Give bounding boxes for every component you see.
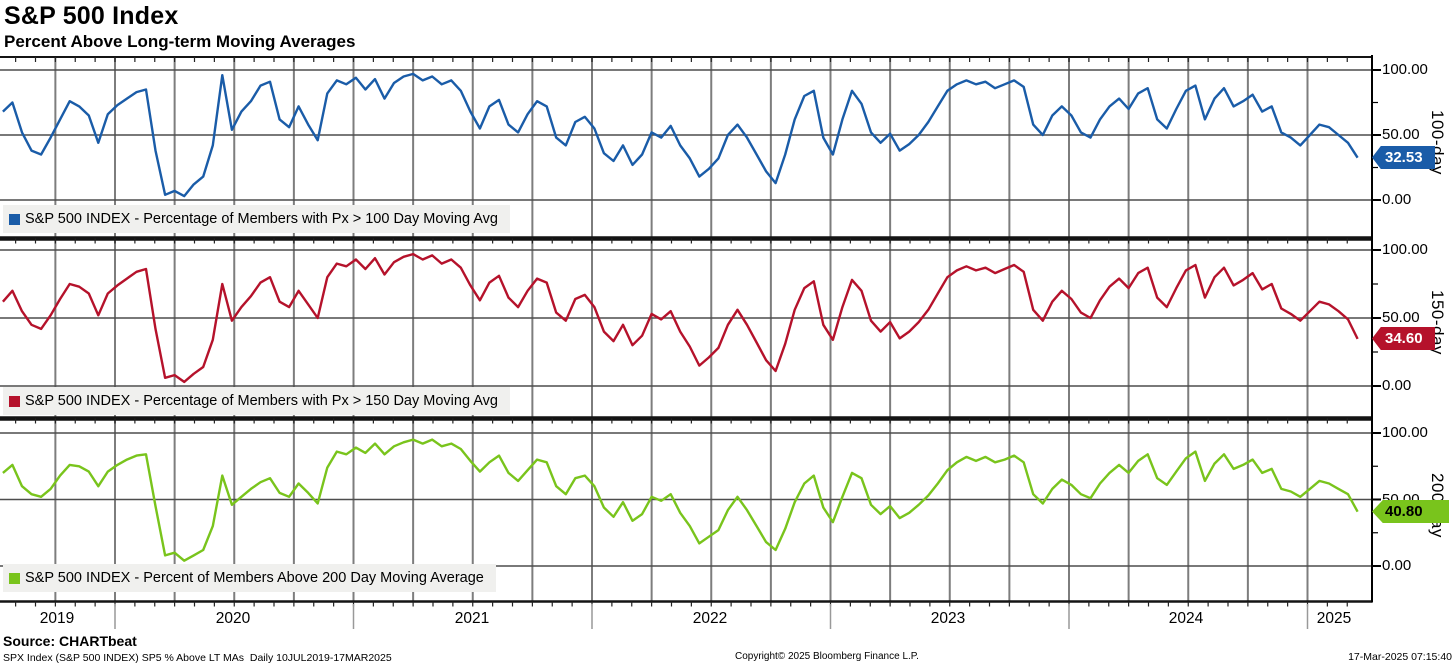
footer-meta: SPX Index (S&P 500 INDEX) SP5 % Above LT… [3, 652, 392, 664]
chart-title: S&P 500 Index [4, 2, 179, 30]
legend-label: S&P 500 INDEX - Percentage of Members wi… [25, 393, 498, 409]
series-line-100-day [2, 72, 1359, 198]
series-line-150-day [1, 252, 1359, 384]
chart-subtitle: Percent Above Long-term Moving Averages [4, 32, 356, 51]
last-value-badge-200-day: 40.80 [1372, 500, 1449, 523]
legend-150-day: S&P 500 INDEX - Percentage of Members wi… [3, 387, 510, 415]
footer-source: Source: CHARTbeat [3, 633, 137, 649]
footer-copyright: Copyright© 2025 Bloomberg Finance L.P. [735, 651, 919, 662]
last-value-badge-150-day: 34.60 [1372, 327, 1435, 350]
legend-label: S&P 500 INDEX - Percentage of Members wi… [25, 211, 498, 227]
legend-marker-icon [9, 395, 20, 407]
footer-timestamp: 17-Mar-2025 07:15:40 [1348, 651, 1452, 663]
last-value-badge-100-day: 32.53 [1372, 146, 1435, 169]
legend-marker-icon [9, 572, 20, 584]
series-line-200-day [2, 438, 1359, 562]
legend-label: S&P 500 INDEX - Percent of Members Above… [25, 570, 484, 586]
legend-marker-icon [9, 213, 20, 225]
legend-100-day: S&P 500 INDEX - Percentage of Members wi… [3, 205, 510, 233]
legend-200-day: S&P 500 INDEX - Percent of Members Above… [3, 564, 496, 592]
